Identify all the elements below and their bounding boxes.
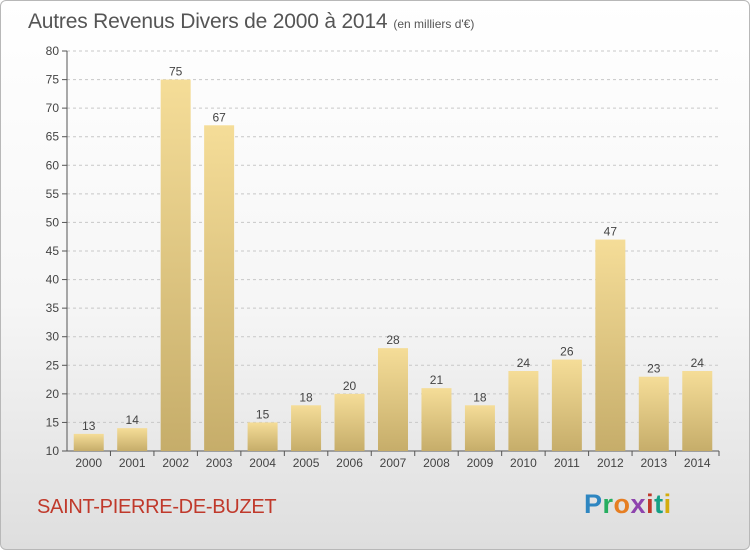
data-label: 14 [126, 413, 140, 427]
data-label: 18 [473, 390, 487, 404]
data-label: 67 [212, 110, 226, 124]
data-label: 21 [430, 373, 444, 387]
bar-2009 [464, 405, 495, 451]
y-tick-label: 50 [46, 215, 60, 229]
y-tick-label: 25 [46, 358, 60, 372]
proxiti-logo[interactable]: Proxiti [584, 489, 672, 520]
y-tick-label: 15 [46, 415, 60, 429]
x-tick-label: 2003 [206, 456, 233, 470]
y-tick-label: 10 [46, 444, 60, 458]
data-label: 13 [82, 419, 96, 433]
data-label: 24 [517, 356, 531, 370]
y-tick-label: 20 [46, 387, 60, 401]
y-tick-label: 70 [46, 101, 60, 115]
logo-letter: o [613, 489, 631, 519]
data-label: 23 [647, 362, 661, 376]
y-tick-label: 65 [46, 130, 60, 144]
data-label: 15 [256, 407, 270, 421]
logo-letter: r [602, 489, 614, 519]
chart-title: Autres Revenus Divers de 2000 à 2014 (en … [28, 10, 474, 34]
bar-2013 [638, 376, 669, 451]
bars [73, 79, 713, 452]
y-tick-label: 60 [46, 158, 60, 172]
bar-2007 [378, 348, 408, 451]
bar-2004 [247, 422, 278, 451]
x-tick-label: 2002 [162, 456, 189, 470]
x-tick-label: 2000 [75, 456, 102, 470]
y-tick-label: 40 [46, 273, 60, 287]
x-tick-label: 2001 [119, 456, 146, 470]
x-tick-label: 2008 [423, 456, 450, 470]
data-label: 18 [299, 390, 313, 404]
x-tick-label: 2013 [640, 456, 667, 470]
data-label: 47 [604, 225, 618, 239]
x-tick-label: 2005 [293, 456, 320, 470]
logo-letter: P [584, 489, 603, 519]
y-tick-label: 45 [46, 244, 60, 258]
y-tick-label: 80 [46, 44, 60, 58]
bar-2006 [334, 393, 365, 451]
data-label: 75 [169, 65, 183, 79]
bar-2014 [682, 371, 713, 451]
x-tick-label: 2009 [467, 456, 494, 470]
commune-name: SAINT-PIERRE-DE-BUZET [37, 496, 277, 518]
data-label: 20 [343, 379, 357, 393]
x-tick-label: 2012 [597, 456, 624, 470]
y-tick-label: 75 [46, 73, 60, 87]
x-tick-label: 2007 [380, 456, 407, 470]
y-tick-label: 55 [46, 187, 60, 201]
chart-title-unit: (en milliers d'€) [393, 17, 475, 31]
y-tick-label: 35 [46, 301, 60, 315]
labels: 10 15 20 25 30 35 40 45 50 55 60 65 70 75 80 2000 13 2001… [46, 44, 711, 470]
logo-letter: x [630, 489, 647, 519]
chart-title-main: Autres Revenus Divers de 2000 à 2014 [28, 10, 388, 33]
x-tick-label: 2014 [684, 456, 711, 470]
bar-2005 [291, 405, 322, 451]
bar-2003 [204, 125, 235, 452]
bar-2002 [160, 79, 191, 452]
data-label: 26 [560, 345, 574, 359]
logo-letter: i [663, 489, 672, 519]
x-tick-label: 2006 [336, 456, 363, 470]
data-label: 24 [691, 356, 705, 370]
y-tick-label: 30 [46, 330, 60, 344]
x-tick-label: 2010 [510, 456, 537, 470]
logo-letter: i [646, 489, 655, 519]
logo-letter: t [654, 489, 664, 519]
bar-2001 [117, 428, 148, 451]
bar-2010 [508, 371, 539, 451]
x-tick-label: 2011 [554, 456, 580, 470]
x-tick-label: 2004 [249, 456, 276, 470]
bar-2012 [595, 239, 626, 451]
bar-2008 [421, 388, 452, 451]
data-label: 28 [386, 333, 400, 347]
bar-2000 [73, 433, 104, 451]
bar-2011 [551, 359, 582, 451]
